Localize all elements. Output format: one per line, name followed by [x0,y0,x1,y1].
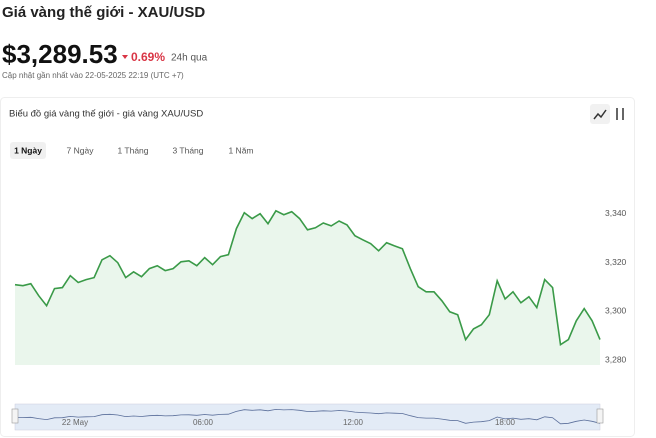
tab-active [10,142,46,159]
tab[interactable]: 1 Năm [228,145,253,155]
spacer [10,360,11,361]
change: 0.69% [131,50,165,64]
y-tick-label: 3,280 [605,354,627,364]
navigator-label: 22 May [62,418,88,427]
navigator-label: 06:00 [193,418,214,427]
card-title: Biểu đồ giá vàng thế giới - giá vàng XAU… [9,109,203,120]
candle-icon[interactable] [616,108,624,120]
navigator-handle[interactable] [596,408,604,424]
tab[interactable]: 3 Tháng [172,145,203,155]
navigator-label: 18:00 [495,418,516,427]
area [15,210,600,365]
period: 24h qua [171,53,208,64]
card [0,97,635,437]
price: $3,289.53 [2,39,118,69]
y-tick-label: 3,340 [605,208,627,218]
down-arrow [122,55,128,59]
navigator [14,403,601,431]
tab[interactable]: 1 Tháng [117,145,148,155]
line [14,209,601,347]
line-icon[interactable] [590,104,610,124]
tab[interactable]: 7 Ngày [67,145,95,155]
y-tick-label: 3,320 [605,257,627,267]
navigator-handle[interactable] [11,408,19,424]
line-icon-glyph [593,109,607,120]
page-title: Giá vàng thế giới - XAU/USD [2,4,205,21]
navigator-line [14,408,601,425]
navigator-label: 12:00 [343,418,364,427]
y-tick-label: 3,300 [605,306,627,316]
tab[interactable]: 1 Ngày [14,145,42,155]
updated: Cập nhật gần nhất vào 22-05-2025 22:19 (… [2,71,184,80]
